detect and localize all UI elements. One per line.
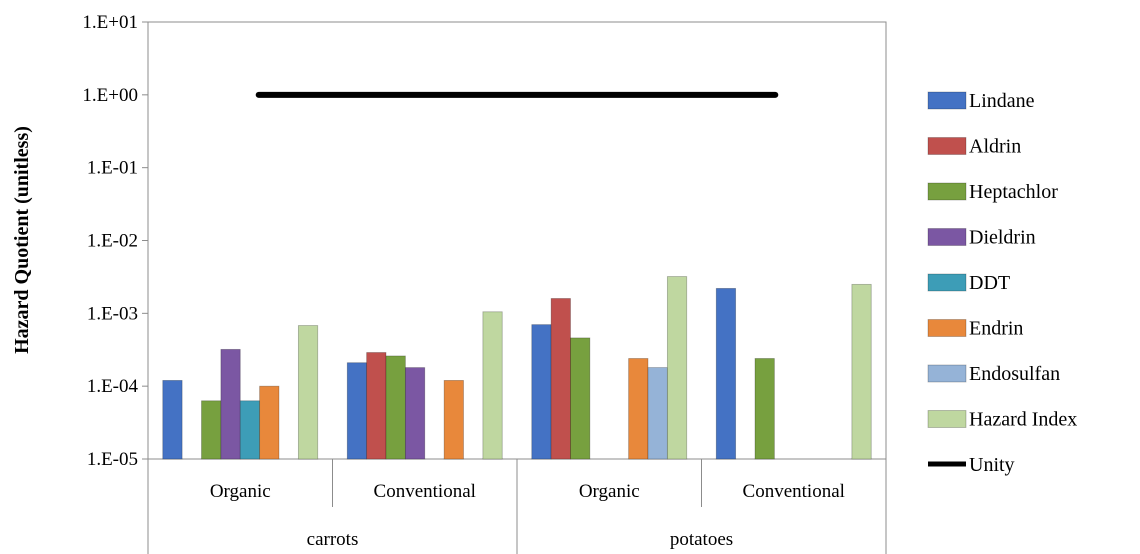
legend-swatch-dieldrin — [927, 228, 967, 246]
legend-label-unity: Unity — [969, 454, 1015, 476]
legend-swatch-ddt — [927, 273, 967, 292]
category-label: Conventional — [374, 481, 476, 502]
category-label: Conventional — [743, 481, 845, 502]
y-tick-label: 1.E+01 — [82, 12, 138, 33]
y-tick-label: 1.E-01 — [87, 158, 138, 179]
bar-endrin — [443, 379, 464, 460]
bar-endrin — [259, 385, 280, 460]
group-label: carrots — [307, 529, 359, 550]
bar-dieldrin — [220, 348, 241, 460]
bar-heptachlor — [754, 358, 775, 460]
y-tick-label: 1.E-05 — [87, 449, 138, 470]
legend-label-endosulfan: Endosulfan — [969, 363, 1060, 385]
y-tick-label: 1.E-04 — [87, 376, 139, 397]
bar-lindane — [346, 362, 368, 460]
legend-swatch-aldrin — [927, 137, 967, 155]
bar-heptachlor — [385, 355, 406, 460]
legend-swatch-endosulfan — [927, 364, 967, 383]
plot-area — [147, 21, 887, 460]
legend-label-lindane: Lindane — [969, 90, 1035, 112]
bar-hazard-index — [297, 325, 319, 460]
bar-lindane — [531, 324, 552, 460]
bar-aldrin — [550, 298, 571, 460]
x-axis: Organic Conventional Organic Conventional ca… — [147, 459, 887, 554]
bar-lindane — [162, 379, 183, 460]
bar-endosulfan — [647, 367, 668, 460]
bar-hazard-index — [482, 311, 503, 460]
bar-hazard-index — [666, 276, 688, 460]
bar-aldrin — [366, 352, 387, 460]
bars — [162, 276, 872, 460]
legend-swatch-hazard-index — [927, 410, 967, 428]
legend-label-ddt: DDT — [969, 272, 1010, 294]
y-tick-label: 1.E-02 — [87, 231, 138, 252]
bar-heptachlor — [570, 337, 591, 460]
legend-label-heptachlor: Heptachlor — [969, 181, 1058, 203]
bar-hazard-index — [851, 283, 872, 460]
y-axis-title: Hazard Quotient (unitless) — [11, 126, 33, 354]
legend-label-aldrin: Aldrin — [969, 136, 1021, 158]
y-tick-label: 1.E+00 — [82, 85, 138, 106]
y-tick-label: 1.E-03 — [87, 303, 138, 324]
legend-label-endrin: Endrin — [969, 318, 1023, 340]
legend-label-dieldrin: Dieldrin — [969, 227, 1036, 249]
legend-swatch-heptachlor — [927, 182, 967, 201]
bar-endrin — [628, 358, 649, 460]
category-label: Organic — [579, 481, 640, 502]
legend-label-hazard-index: Hazard Index — [969, 409, 1077, 431]
legend-swatch-endrin — [927, 319, 967, 337]
y-axis: 1.E+01 1.E+00 1.E-01 1.E-02 1.E-03 1.E-04 1.E-… — [82, 12, 148, 470]
bar-lindane — [715, 287, 737, 460]
bar-heptachlor — [201, 400, 222, 460]
group-label: potatoes — [670, 529, 733, 550]
legend-swatch-lindane — [927, 91, 967, 110]
legend: Lindane Aldrin Heptachlor Dieldrin DDT Endrin… — [927, 90, 1077, 476]
bar-ddt — [239, 400, 261, 460]
category-label: Organic — [210, 481, 271, 502]
bar-dieldrin — [404, 367, 426, 460]
